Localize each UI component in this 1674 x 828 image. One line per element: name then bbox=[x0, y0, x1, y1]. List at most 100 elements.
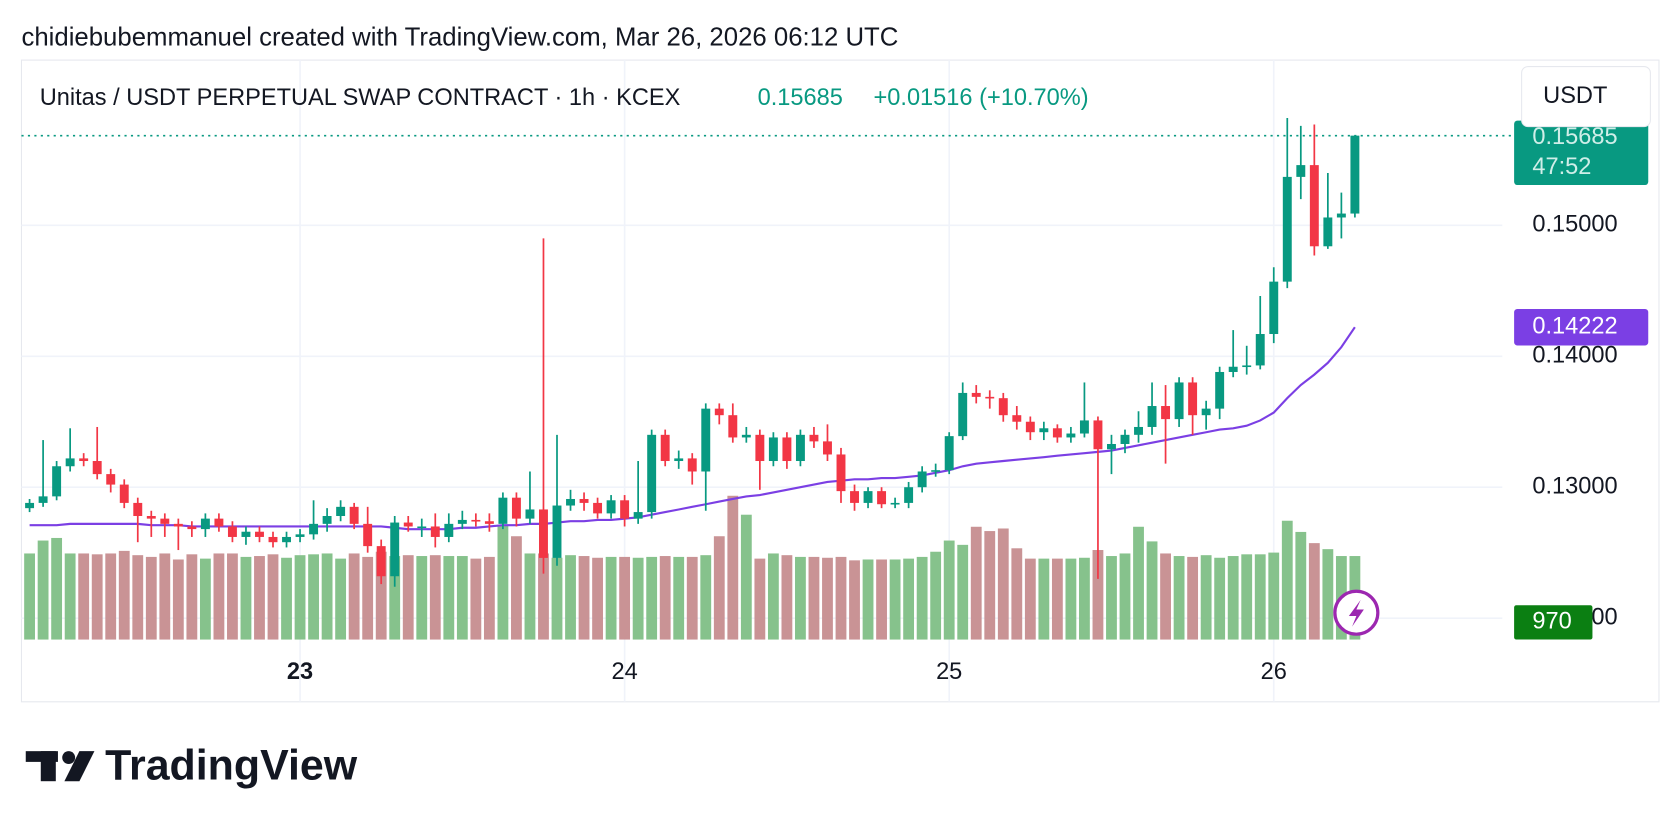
candle-body bbox=[38, 496, 48, 503]
volume-bar bbox=[416, 556, 428, 640]
volume-bar bbox=[118, 550, 130, 640]
volume-box bbox=[1514, 605, 1593, 640]
y-tick-label: 0.15000 bbox=[1532, 212, 1617, 238]
x-tick-label: 23 bbox=[287, 659, 313, 685]
volume-bar bbox=[37, 540, 49, 640]
candle-body bbox=[1093, 420, 1103, 450]
volume-bar bbox=[673, 556, 685, 640]
candle-body bbox=[227, 526, 237, 537]
candle-body bbox=[214, 518, 224, 527]
candle-body bbox=[1296, 165, 1306, 177]
candle-body bbox=[25, 502, 35, 509]
candle-body bbox=[1228, 366, 1238, 372]
volume-bar bbox=[1051, 558, 1063, 640]
volume-bar bbox=[632, 557, 644, 640]
candle-body bbox=[539, 509, 548, 558]
candle-body bbox=[133, 502, 143, 517]
volume-bar bbox=[1322, 549, 1334, 640]
moving-average bbox=[29, 326, 1356, 531]
volume-bar bbox=[619, 556, 631, 640]
volume-bar bbox=[308, 554, 319, 640]
candle-body bbox=[1079, 420, 1089, 434]
candle-body bbox=[660, 434, 670, 462]
volume-bar bbox=[64, 553, 76, 640]
volume-bar bbox=[565, 555, 576, 640]
volume-bar bbox=[1146, 541, 1158, 640]
candle-body bbox=[349, 506, 359, 524]
candle-body bbox=[850, 491, 859, 503]
candle-body bbox=[336, 506, 346, 517]
volume-bar bbox=[767, 553, 779, 640]
volume-bar bbox=[511, 536, 522, 640]
logo-part bbox=[40, 751, 56, 782]
volume-bar bbox=[808, 556, 820, 640]
volume-bar bbox=[822, 557, 833, 640]
volume-bar bbox=[281, 557, 292, 640]
candle-body bbox=[1134, 426, 1143, 435]
logo bbox=[25, 751, 95, 782]
candle-body bbox=[944, 436, 954, 471]
volume-bar bbox=[876, 559, 887, 640]
last-price-label: 0.15685 bbox=[1532, 124, 1617, 150]
volume-bar bbox=[1119, 553, 1131, 640]
volume-bar bbox=[1024, 558, 1036, 640]
candle-body bbox=[795, 434, 805, 462]
candle-body bbox=[1012, 415, 1022, 422]
volume-bar bbox=[659, 556, 671, 640]
volume-bar bbox=[240, 556, 252, 640]
candle-body bbox=[958, 392, 968, 437]
candle-body bbox=[1120, 434, 1130, 444]
volume-bar bbox=[903, 558, 915, 640]
candle-body bbox=[146, 516, 156, 519]
volume-bar bbox=[1254, 554, 1266, 640]
candle-body bbox=[714, 408, 724, 416]
candle-body bbox=[471, 519, 481, 522]
volume-bar bbox=[1106, 556, 1117, 640]
candle-body bbox=[92, 461, 102, 475]
volume-bar bbox=[51, 537, 63, 640]
x-tick-label: 26 bbox=[1261, 659, 1287, 685]
volume-bar bbox=[227, 553, 238, 640]
header-change: +0.01516 (+10.70%) bbox=[873, 85, 1088, 111]
candle-body bbox=[390, 522, 400, 577]
candle-body bbox=[782, 437, 792, 462]
volume-bar bbox=[443, 556, 455, 640]
volume-bar bbox=[348, 553, 360, 640]
volume-bar bbox=[984, 531, 996, 640]
volume-bar bbox=[592, 557, 603, 640]
candle-body bbox=[917, 471, 927, 488]
alert-icon[interactable] bbox=[1333, 589, 1380, 636]
candle-body bbox=[363, 523, 373, 547]
last-price-box bbox=[1514, 120, 1649, 186]
candle-body bbox=[606, 500, 616, 514]
candle-body bbox=[376, 546, 386, 577]
candle-body bbox=[552, 505, 562, 558]
candle-body bbox=[255, 531, 264, 537]
volume-bar bbox=[389, 556, 401, 640]
candle-body bbox=[200, 518, 210, 530]
currency-button[interactable] bbox=[1521, 66, 1651, 128]
candle-body bbox=[701, 408, 711, 472]
volume-bar bbox=[997, 528, 1009, 640]
volume-bar bbox=[1295, 531, 1307, 640]
candle-body bbox=[1215, 371, 1225, 409]
volume-bar bbox=[213, 553, 225, 640]
volume-bar bbox=[795, 556, 806, 640]
volume-bar bbox=[159, 553, 171, 640]
candle-body bbox=[1052, 428, 1062, 438]
volume-bar bbox=[335, 558, 347, 640]
candle-body bbox=[430, 526, 440, 537]
candle-body bbox=[187, 526, 197, 530]
candle-body bbox=[1201, 408, 1211, 416]
candle-body bbox=[322, 516, 332, 524]
volume-bar bbox=[254, 556, 265, 640]
volume-bar bbox=[186, 554, 198, 640]
logo-part bbox=[64, 751, 95, 782]
candle-body bbox=[971, 392, 981, 397]
volume-bar bbox=[1092, 550, 1104, 640]
volume-bar bbox=[943, 540, 955, 640]
volume-bar bbox=[538, 553, 549, 640]
volume-bar bbox=[1011, 548, 1023, 640]
ma-box bbox=[1514, 308, 1649, 346]
